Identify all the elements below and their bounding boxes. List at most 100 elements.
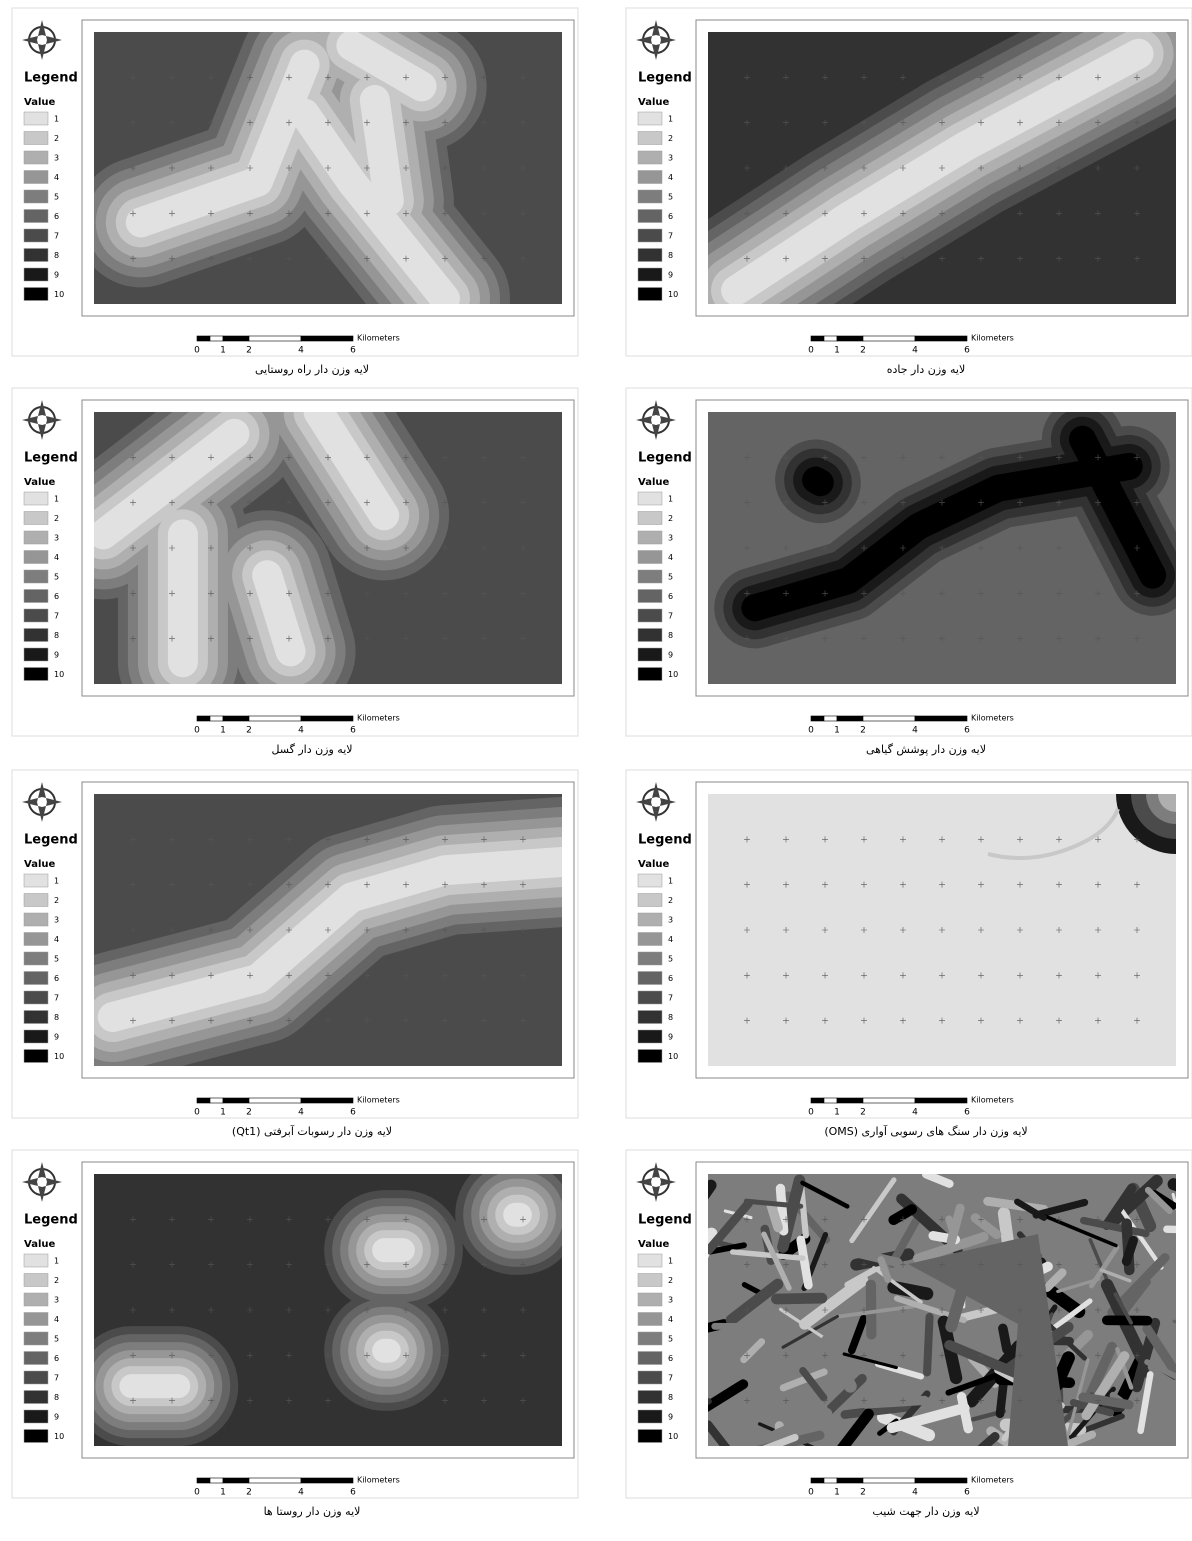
legend-label: 1 — [54, 495, 59, 504]
map-caption: لایه وزن دار راه روستایی — [255, 363, 369, 376]
north-arrow — [22, 782, 62, 822]
scale-segment — [210, 1478, 223, 1483]
legend-label: 4 — [668, 935, 673, 944]
legend-swatch — [24, 1050, 48, 1063]
scale-segment — [301, 336, 353, 341]
legend-label: 7 — [54, 612, 59, 621]
buffer-zone — [816, 480, 821, 483]
scale-segment — [249, 716, 301, 721]
legend-label: 2 — [54, 134, 59, 143]
legend-swatch — [638, 249, 662, 262]
scale-segment — [915, 1478, 967, 1483]
legend-swatch — [24, 1030, 48, 1043]
scale-segment — [837, 1478, 863, 1483]
legend-label: 8 — [54, 631, 59, 640]
legend-swatch — [638, 1352, 662, 1365]
legend-swatch — [638, 609, 662, 622]
scale-segment — [197, 336, 210, 341]
scale-label: 4 — [912, 1108, 918, 1118]
legend-swatch — [638, 668, 662, 681]
legend-label: 3 — [668, 534, 673, 543]
scale-segment — [915, 716, 967, 721]
scale-label: 0 — [808, 1488, 814, 1498]
legend-swatch — [24, 972, 48, 985]
legend-label: 3 — [54, 916, 59, 925]
scale-unit: Kilometers — [971, 334, 1014, 343]
scale-label: 1 — [220, 1108, 226, 1118]
legend-swatch — [638, 894, 662, 907]
legend-swatch — [638, 1410, 662, 1423]
scale-segment — [301, 1098, 353, 1103]
legend-swatch — [638, 991, 662, 1004]
legend-swatch — [638, 151, 662, 164]
legend-label: 5 — [54, 1335, 59, 1344]
legend-label: 1 — [54, 1257, 59, 1266]
scale-segment — [811, 1478, 824, 1483]
scale-segment — [837, 716, 863, 721]
legend-swatch — [638, 229, 662, 242]
legend-subtitle: Value — [638, 97, 669, 108]
legend-swatch — [638, 132, 662, 145]
legend-label: 4 — [54, 173, 59, 182]
legend-label: 7 — [668, 1374, 673, 1383]
scale-label: 6 — [964, 1488, 970, 1498]
legend-swatch — [24, 1011, 48, 1024]
legend-label: 3 — [54, 154, 59, 163]
legend-swatch — [24, 991, 48, 1004]
legend-label: 5 — [668, 955, 673, 964]
scale-segment — [210, 716, 223, 721]
map-caption: لایه وزن دار سنگ های رسوبی آواری (OMS) — [824, 1124, 1027, 1138]
scale-label: 6 — [964, 346, 970, 356]
legend-label: 9 — [668, 1413, 673, 1422]
legend-swatch — [24, 1332, 48, 1345]
scale-label: 6 — [350, 346, 356, 356]
legend-label: 10 — [668, 290, 678, 299]
legend-subtitle: Value — [638, 1239, 669, 1250]
scale-segment — [863, 336, 915, 341]
map-caption: لایه وزن دار رسوبات آبرفتی (Qt1) — [232, 1124, 392, 1138]
scale-label: 1 — [220, 346, 226, 356]
north-arrow — [22, 1162, 62, 1202]
legend-swatch — [638, 972, 662, 985]
scale-label: 4 — [912, 1488, 918, 1498]
scale-label: 1 — [220, 1488, 226, 1498]
legend-swatch — [24, 1352, 48, 1365]
legend-swatch — [24, 913, 48, 926]
legend-swatch — [638, 874, 662, 887]
legend-swatch — [24, 590, 48, 603]
map-area — [94, 1174, 562, 1446]
legend-swatch — [638, 551, 662, 564]
legend-label: 3 — [668, 916, 673, 925]
scale-segment — [824, 1478, 837, 1483]
legend-label: 9 — [668, 271, 673, 280]
legend-label: 5 — [54, 193, 59, 202]
scale-label: 0 — [194, 726, 200, 736]
scale-label: 1 — [834, 346, 840, 356]
scale-segment — [824, 716, 837, 721]
scale-segment — [249, 1098, 301, 1103]
slope-class — [776, 1298, 821, 1299]
scale-segment — [811, 716, 824, 721]
legend-label: 10 — [54, 290, 64, 299]
legend-label: 8 — [54, 1013, 59, 1022]
legend-label: 9 — [54, 1413, 59, 1422]
legend-subtitle: Value — [24, 477, 55, 488]
scale-label: 2 — [860, 1488, 866, 1498]
scale-segment — [223, 336, 249, 341]
legend-label: 5 — [668, 193, 673, 202]
scale-label: 2 — [246, 726, 252, 736]
legend-label: 10 — [668, 670, 678, 679]
scale-segment — [824, 336, 837, 341]
scale-label: 0 — [194, 346, 200, 356]
legend-swatch — [638, 492, 662, 505]
north-arrow — [636, 400, 676, 440]
legend-swatch — [638, 288, 662, 301]
legend-swatch — [24, 668, 48, 681]
legend-label: 10 — [668, 1052, 678, 1061]
legend-swatch — [24, 210, 48, 223]
legend-swatch — [24, 171, 48, 184]
